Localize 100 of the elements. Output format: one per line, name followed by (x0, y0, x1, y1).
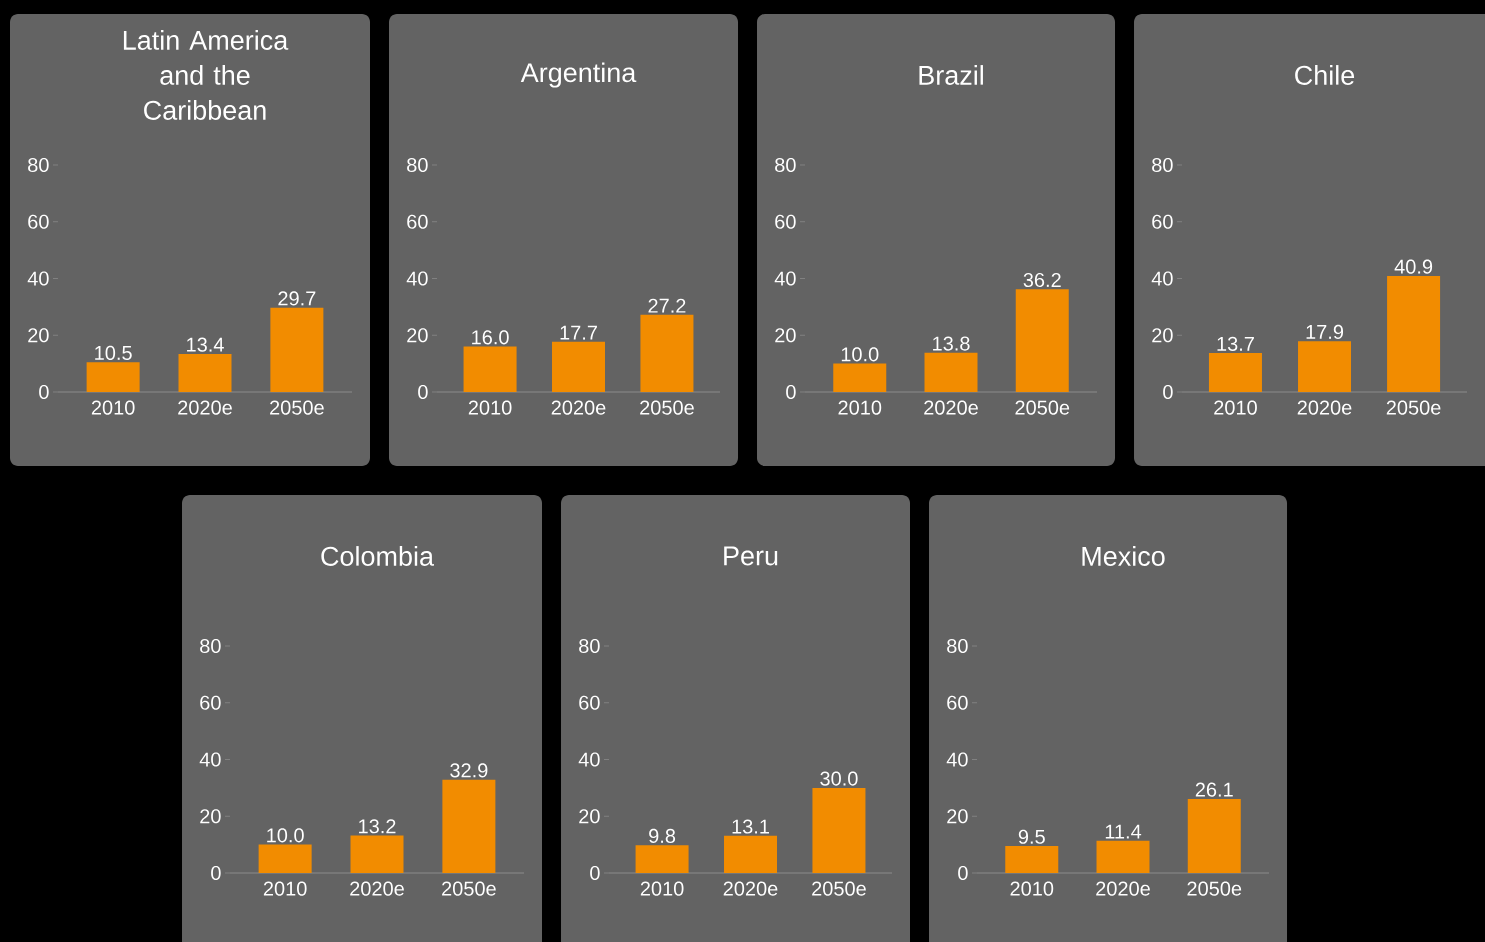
data-label: 36.2 (1023, 272, 1061, 288)
y-tick-label: 60 (407, 214, 428, 229)
y-tick-label: 80 (579, 638, 600, 654)
y-tick-label: 20 (200, 809, 221, 824)
y-tick-label: 0 (958, 865, 968, 881)
data-label: 13.1 (732, 819, 769, 834)
data-label: 13.2 (359, 819, 396, 834)
y-tick-label: 20 (28, 328, 49, 343)
bar (724, 835, 778, 873)
bar (1096, 840, 1150, 873)
x-tick-label: 2050e (1187, 881, 1242, 896)
data-label: 10.0 (841, 347, 879, 362)
x-tick-label: 2050e (1386, 400, 1441, 415)
x-tick-label: 2010 (1010, 881, 1054, 896)
x-tick-label: 2050e (442, 881, 496, 896)
bar (1208, 353, 1262, 392)
y-tick-label: 0 (590, 865, 600, 881)
data-label: 30.0 (820, 771, 858, 786)
x-tick-label: 2020e (1297, 400, 1352, 415)
y-tick-label: 0 (418, 384, 428, 400)
chart-title: Colombia (321, 546, 435, 566)
bar (350, 835, 404, 873)
y-tick-label: 0 (211, 865, 221, 881)
y-tick-label: 40 (1151, 271, 1173, 286)
x-tick-label: 2020e (551, 400, 606, 415)
data-label: 26.1 (1195, 782, 1233, 797)
data-label: 17.9 (1306, 324, 1344, 339)
bar (924, 352, 978, 392)
data-label: 13.7 (1217, 336, 1254, 351)
y-tick-label: 40 (774, 271, 796, 286)
y-tick-label: 80 (407, 157, 428, 173)
bar (812, 787, 866, 873)
chart-title: Brazil (919, 65, 983, 85)
data-label: 10.0 (267, 828, 304, 843)
data-label: 32.9 (450, 763, 488, 778)
x-tick-label: 2010 (263, 881, 307, 896)
chart-title: Mexico (1082, 546, 1165, 566)
bar (635, 845, 689, 873)
x-tick-label: 2050e (640, 400, 694, 415)
y-tick-label: 80 (28, 157, 49, 173)
bar (1187, 798, 1241, 873)
data-label: 16.0 (472, 330, 509, 345)
data-label: 9.8 (649, 828, 676, 843)
chart-title: Latin America and the Caribbean (123, 30, 289, 120)
x-tick-label: 2020e (1096, 881, 1150, 896)
bar (178, 353, 232, 392)
chart-title: Peru (724, 546, 778, 566)
data-label: 10.5 (95, 345, 132, 360)
bar (270, 307, 324, 392)
bar (552, 341, 606, 392)
y-tick-label: 20 (1152, 328, 1173, 343)
y-tick-label: 80 (1152, 157, 1173, 173)
x-tick-label: 2050e (812, 881, 866, 896)
y-tick-label: 60 (28, 214, 49, 229)
y-tick-label: 80 (947, 638, 968, 654)
x-tick-label: 2020e (723, 881, 778, 896)
data-label: 9.5 (1018, 829, 1045, 844)
bar (833, 363, 887, 392)
x-tick-label: 2020e (350, 881, 404, 896)
data-label: 29.7 (278, 291, 316, 306)
y-tick-label: 60 (579, 695, 600, 710)
chart-title: Chile (1295, 65, 1355, 85)
x-tick-label: 2010 (640, 881, 684, 896)
x-tick-label: 2010 (1214, 400, 1257, 415)
x-tick-label: 2020e (924, 400, 978, 415)
x-tick-label: 2010 (838, 400, 882, 415)
y-tick-label: 60 (1152, 214, 1173, 229)
bar (1387, 275, 1441, 392)
y-tick-label: 40 (199, 752, 221, 767)
y-tick-label: 60 (775, 214, 796, 229)
data-label: 13.8 (933, 336, 970, 351)
bar (1298, 341, 1352, 392)
x-tick-label: 2050e (1015, 400, 1070, 415)
y-tick-label: 80 (200, 638, 221, 654)
y-tick-label: 40 (578, 752, 600, 767)
y-tick-label: 20 (579, 809, 600, 824)
y-tick-label: 0 (39, 384, 49, 400)
data-label: 13.4 (187, 337, 224, 352)
data-label: 40.9 (1394, 259, 1433, 274)
bar (86, 362, 140, 392)
bar (442, 779, 496, 873)
y-tick-label: 40 (27, 271, 49, 286)
bar (640, 314, 694, 392)
bar (1005, 846, 1059, 873)
chart-title: Argentina (520, 62, 637, 88)
data-label: 11.4 (1105, 824, 1142, 839)
x-tick-label: 2010 (468, 400, 512, 415)
data-label: 17.7 (560, 325, 597, 340)
y-tick-label: 80 (775, 157, 796, 173)
y-tick-label: 0 (786, 384, 796, 400)
bar (463, 346, 517, 392)
bar (258, 844, 312, 873)
y-tick-label: 0 (1163, 384, 1173, 400)
x-tick-label: 2050e (270, 400, 324, 415)
y-tick-label: 20 (947, 809, 968, 824)
data-label: 27.2 (648, 298, 686, 313)
y-tick-label: 20 (775, 328, 796, 343)
y-tick-label: 20 (407, 328, 428, 343)
y-tick-label: 60 (947, 695, 968, 710)
y-tick-label: 40 (946, 752, 968, 767)
